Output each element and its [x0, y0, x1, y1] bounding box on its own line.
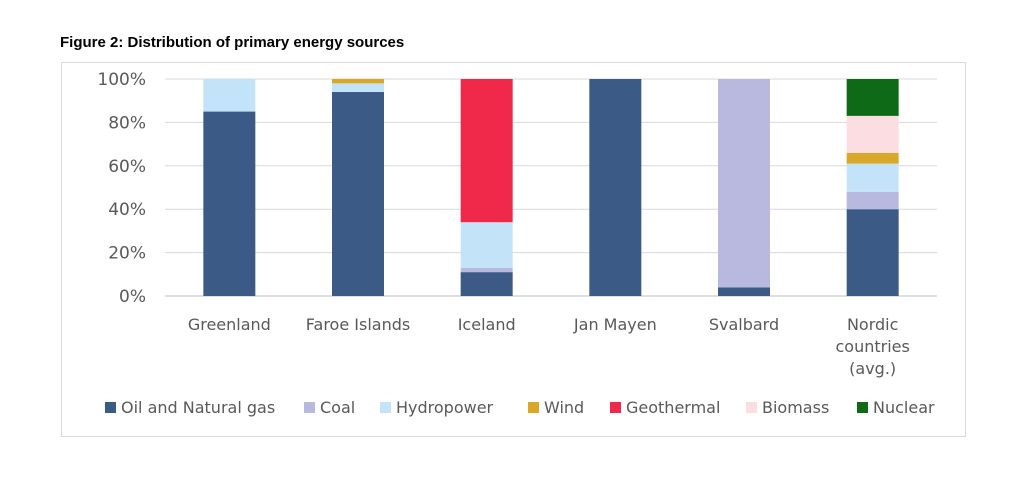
bar-segment	[846, 115, 899, 153]
y-tick-label: 60%	[108, 157, 146, 177]
x-tick-label: Iceland	[458, 315, 516, 334]
bar-segment	[846, 209, 899, 296]
x-tick-label: Jan Mayen	[573, 315, 657, 334]
legend-label: Coal	[320, 398, 355, 417]
y-tick-label: 100%	[97, 70, 146, 90]
legend-label: Biomass	[762, 398, 829, 417]
y-tick-label: 20%	[108, 244, 146, 264]
bar-segment	[718, 79, 770, 288]
gridlines	[165, 78, 937, 297]
bar-segment	[332, 83, 384, 93]
legend: Oil and Natural gas Coal Hydropower Wind Geo…	[105, 398, 935, 417]
bar-segment	[846, 79, 899, 116]
bar-segment	[460, 267, 513, 273]
bar-segment	[460, 222, 513, 268]
x-tick-label: Nordic	[847, 315, 898, 334]
legend-swatch	[746, 402, 757, 413]
y-axis: 0% 20% 40% 60% 80% 100%	[97, 70, 146, 307]
bar-segment	[203, 79, 256, 112]
figure-title: Figure 2: Distribution of primary energy…	[60, 34, 405, 51]
x-tick-label: Svalbard	[709, 315, 779, 334]
bar-segment	[589, 79, 642, 296]
bar-segment	[460, 79, 513, 223]
y-tick-label: 40%	[108, 200, 146, 220]
x-axis: Greenland Faroe Islands Iceland Jan Mayen Sv…	[188, 315, 910, 378]
legend-swatch	[105, 402, 116, 413]
x-tick-label: Greenland	[188, 315, 271, 334]
y-tick-label: 80%	[108, 113, 146, 133]
legend-label: Oil and Natural gas	[121, 398, 275, 417]
chart-frame	[61, 62, 966, 437]
bar-segment	[846, 191, 899, 210]
x-tick-label: Faroe Islands	[306, 315, 410, 334]
legend-swatch	[857, 402, 868, 413]
legend-label: Nuclear	[873, 398, 935, 417]
x-tick-label: countries	[835, 337, 909, 356]
x-tick-label: (avg.)	[849, 359, 896, 378]
bar-segment	[332, 92, 384, 297]
legend-swatch	[380, 402, 391, 413]
bar-segment	[718, 287, 770, 296]
legend-label: Hydropower	[396, 398, 494, 417]
bar-segment	[332, 79, 384, 84]
legend-swatch	[610, 402, 621, 413]
legend-label: Wind	[544, 398, 584, 417]
bar-segment	[846, 152, 899, 164]
legend-label: Geothermal	[626, 398, 720, 417]
bar-segment	[846, 163, 899, 192]
y-tick-label: 0%	[119, 287, 146, 307]
legend-swatch	[304, 402, 315, 413]
legend-swatch	[528, 402, 539, 413]
bar-segment	[203, 111, 256, 296]
bars	[203, 79, 899, 297]
bar-segment	[460, 272, 513, 296]
